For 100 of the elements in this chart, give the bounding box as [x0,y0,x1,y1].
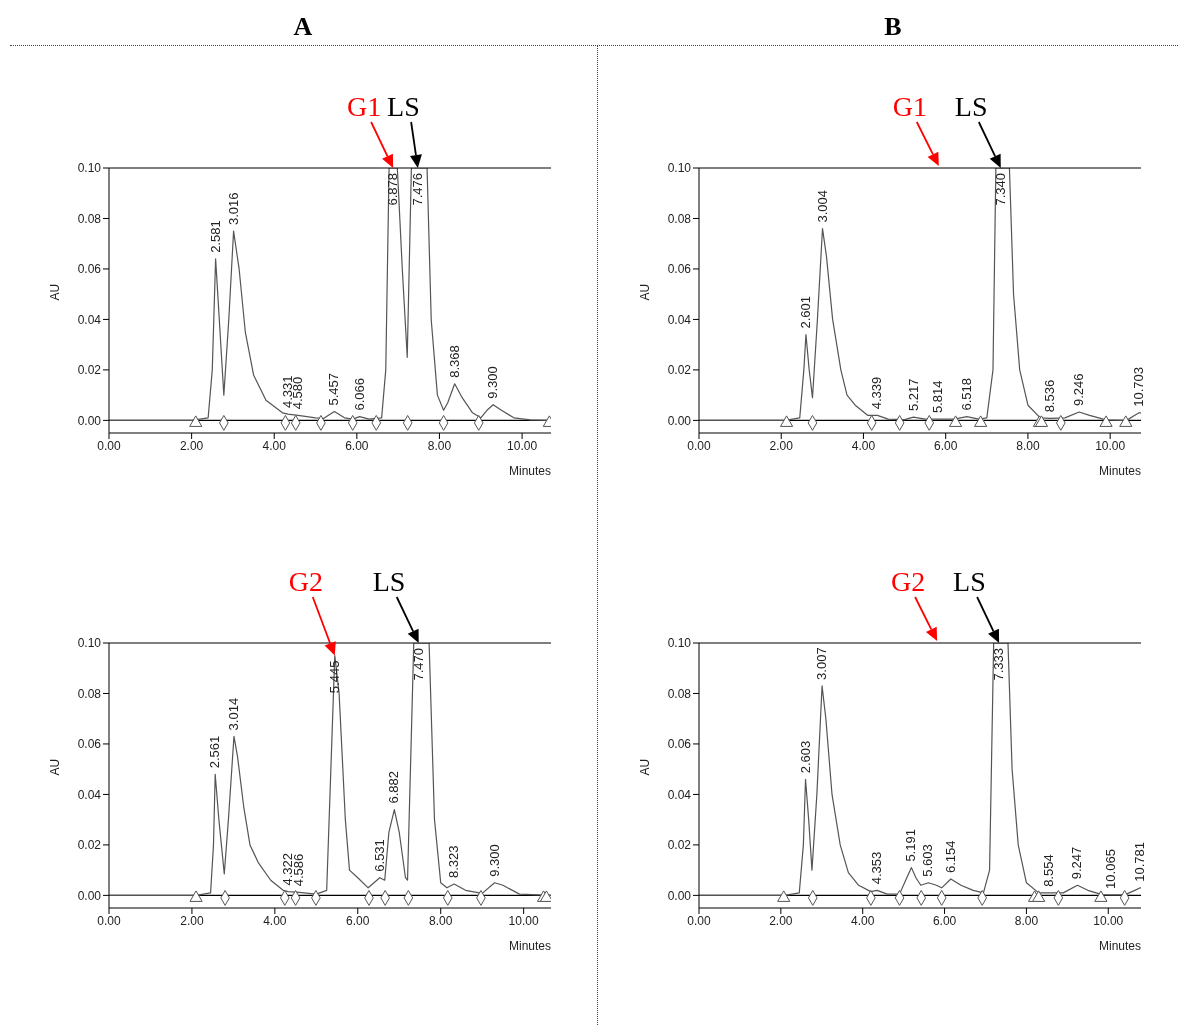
annotation: 6.066 [351,378,367,411]
y-axis-title: AU [48,758,63,776]
annotation: 6.531 [371,839,387,872]
annotation: 6.154 [942,840,958,873]
x-tick-label: 2.00 [179,438,204,453]
x-tick-label: 8.00 [1016,438,1040,453]
annotation: G2 [288,566,323,597]
y-tick-label: 0.08 [77,686,102,701]
x-tick-label: 6.00 [345,438,369,453]
x-axis-title: Minutes [508,464,551,478]
annotation: 7.340 [992,173,1008,206]
x-axis-title: Minutes [1098,464,1141,478]
annotation: 4.586 [291,853,307,887]
annotation: 5.603 [920,844,936,877]
annotation: 10.703 [1131,367,1147,407]
y-tick-label: 0.00 [77,888,102,903]
x-tick-label: 0.00 [687,913,711,928]
annotation: 10.065 [1102,849,1118,889]
y-tick-label: 0.04 [77,312,102,327]
text: G1 [892,91,928,122]
annotation: 3.014 [225,697,241,731]
y-tick-label: 0.06 [667,262,692,277]
y-axis-title: AU [638,758,653,776]
y-axis-title: AU [48,283,63,301]
annotation: 7.470 [410,648,426,681]
x-tick-label: 10.00 [507,438,538,453]
x-tick-label: 0.00 [97,438,121,453]
y-tick-label: 0.08 [667,686,692,701]
x-tick-label: 10.00 [1093,913,1124,928]
annotation: 2.601 [797,296,813,329]
annotation: 9.300 [485,366,501,399]
x-tick-label: 8.00 [427,438,452,453]
annotation: 4.331 [279,375,295,409]
annotation: 9.247 [1069,846,1085,880]
x-tick-label: 8.00 [429,913,453,928]
annotation: 3.016 [225,192,241,226]
y-tick-label: 0.06 [667,737,692,752]
y-axis-title: AU [638,283,653,301]
y-tick-label: 0.02 [667,363,692,378]
x-tick-label: 2.00 [180,913,204,928]
y-tick-label: 0.04 [667,312,692,327]
y-tick-label: 0.02 [77,838,102,853]
x-tick-label: 10.00 [508,913,539,928]
annotation: 8.368 [446,345,462,378]
annotation: G1 [347,91,382,122]
y-tick-label: 0.10 [77,636,102,651]
annotation: 7.476 [409,173,425,206]
annotation: 4.339 [869,376,885,410]
annotation: 8.323 [446,845,462,879]
annotation: 5.445 [326,660,342,694]
annotation: 3.004 [814,190,830,223]
chart-title: B [883,12,903,42]
x-tick-label: 4.00 [851,913,875,928]
x-tick-label: 8.00 [1014,913,1039,928]
annotation: 2.581 [207,220,223,253]
y-tick-label: 0.00 [77,413,102,428]
x-tick-label: 4.00 [262,438,287,453]
x-axis-title: Minutes [508,939,551,953]
annotation: 5.191 [903,829,919,862]
annotation: 7.333 [991,648,1007,681]
annotation: 6.882 [386,771,402,804]
annotation: 8.554 [1041,854,1057,887]
annotation: 5.217 [905,378,921,412]
x-tick-label: 2.00 [769,438,794,453]
x-tick-label: 6.00 [346,913,370,928]
y-tick-label: 0.06 [77,262,102,277]
y-tick-label: 0.04 [667,787,692,802]
y-tick-label: 0.10 [667,161,692,176]
y-tick-label: 0.00 [667,413,692,428]
annotation: 2.561 [207,735,223,769]
annotation: 2.603 [797,740,813,774]
x-tick-label: 0.00 [687,438,711,453]
x-tick-label: 2.00 [769,913,793,928]
annotation: LS [954,91,988,122]
annotation: 3.007 [814,647,830,680]
x-tick-label: 10.00 [1095,438,1126,453]
chart-title: A [292,12,314,42]
x-tick-label: 6.00 [934,438,958,453]
annotation: LS [372,566,406,597]
annotation: 9.246 [1071,373,1087,407]
x-tick-label: 6.00 [932,913,957,928]
annotation: LS [387,91,420,122]
x-axis-title: Minutes [1098,939,1141,953]
annotation: LS [953,566,986,597]
y-tick-label: 0.06 [77,737,102,752]
x-tick-label: 4.00 [851,438,876,453]
x-tick-label: 4.00 [263,913,287,928]
annotation: 4.353 [869,851,885,885]
y-tick-label: 0.02 [667,838,692,853]
y-tick-label: 0.00 [667,888,692,903]
annotation: 6.518 [959,378,974,411]
y-tick-label: 0.08 [77,211,102,226]
y-tick-label: 0.02 [77,363,102,378]
y-tick-label: 0.08 [667,211,692,226]
annotation: 5.457 [326,373,342,406]
text: G2 [891,566,926,597]
annotation: 8.536 [1041,379,1057,413]
annotation: 6.878 [385,173,401,206]
y-tick-label: 0.10 [667,636,692,651]
annotation: 10.781 [1132,842,1148,882]
